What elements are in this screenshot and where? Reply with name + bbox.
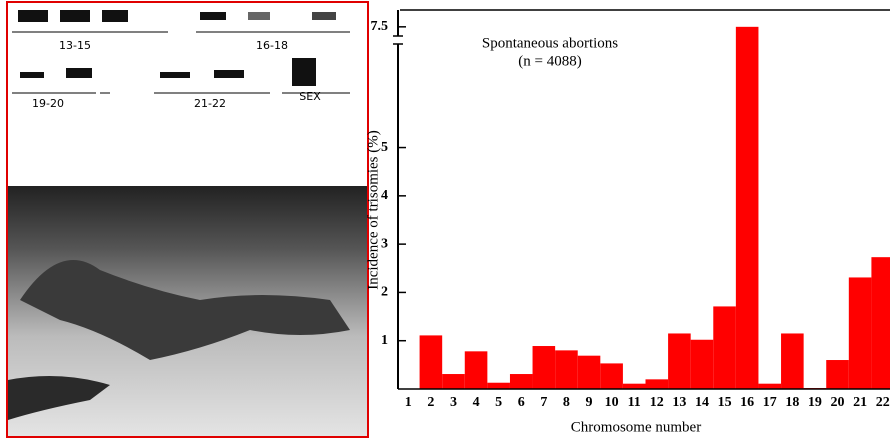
annotation: Spontaneous abortions [482, 35, 618, 51]
bar [668, 333, 691, 389]
photo-panel: 13-15 16-18 19-20 21-22 SEX [6, 1, 369, 438]
group-label: 16-18 [256, 39, 288, 52]
bar [464, 351, 488, 389]
x-tick-label: 16 [740, 395, 754, 410]
group-label: 19-20 [32, 97, 64, 110]
bar [713, 306, 736, 389]
chart: 222120191817161514131211109876543217.554… [365, 9, 890, 435]
x-tick-label: 6 [518, 395, 525, 410]
bar [645, 379, 669, 389]
x-tick-label: 20 [831, 395, 845, 410]
bar [690, 339, 714, 389]
x-tick-label: 4 [473, 395, 480, 410]
x-tick-label: 5 [495, 395, 502, 410]
group-label: SEX [299, 90, 321, 103]
x-tick-label: 17 [763, 395, 777, 410]
y-tick-label: 4 [381, 188, 388, 203]
x-tick-label: 18 [785, 395, 799, 410]
bar [826, 360, 849, 389]
bar [848, 277, 872, 389]
x-tick-label: 19 [808, 395, 822, 410]
y-tick-label: 1 [381, 333, 388, 348]
x-tick-label: 21 [853, 395, 867, 410]
hand [8, 376, 110, 420]
axis-break-gap [393, 36, 403, 44]
group-label: 13-15 [59, 39, 91, 52]
bar [419, 335, 443, 389]
karyotype [18, 10, 336, 86]
bar [622, 383, 646, 389]
x-tick-label: 1 [405, 395, 412, 410]
y-tick-label: 2 [381, 285, 388, 300]
bar [758, 383, 782, 389]
annotation: (n = 4088) [518, 53, 581, 69]
group-label: 21-22 [194, 97, 226, 110]
y-tick-label: 3 [381, 236, 388, 251]
bar [781, 333, 804, 389]
bar [532, 346, 556, 389]
x-axis-label: Chromosome number [571, 419, 701, 435]
bar [555, 350, 578, 389]
x-tick-label: 3 [450, 395, 457, 410]
infant-figure [20, 260, 350, 360]
x-tick-label: 13 [672, 395, 686, 410]
bar [735, 26, 759, 389]
x-tick-label: 11 [628, 395, 641, 410]
y-axis-label: Incidence of trisomies (%) [365, 130, 381, 290]
bar [442, 374, 465, 389]
karyotype-lines [12, 31, 350, 94]
x-tick-label: 2 [427, 395, 434, 410]
x-tick-label: 22 [876, 395, 890, 410]
x-tick-label: 12 [650, 395, 664, 410]
x-tick-label: 8 [563, 395, 570, 410]
x-tick-label: 15 [718, 395, 732, 410]
y-tick-label: 5 [381, 140, 388, 155]
bar [871, 257, 890, 389]
bar [487, 382, 510, 389]
x-tick-label: 14 [695, 395, 709, 410]
x-tick-label: 9 [586, 395, 593, 410]
x-tick-label: 10 [605, 395, 619, 410]
y-tick-label: 7.5 [371, 19, 389, 34]
bar [509, 374, 533, 389]
bar [577, 355, 601, 389]
bar [600, 363, 623, 389]
x-tick-label: 7 [540, 395, 547, 410]
